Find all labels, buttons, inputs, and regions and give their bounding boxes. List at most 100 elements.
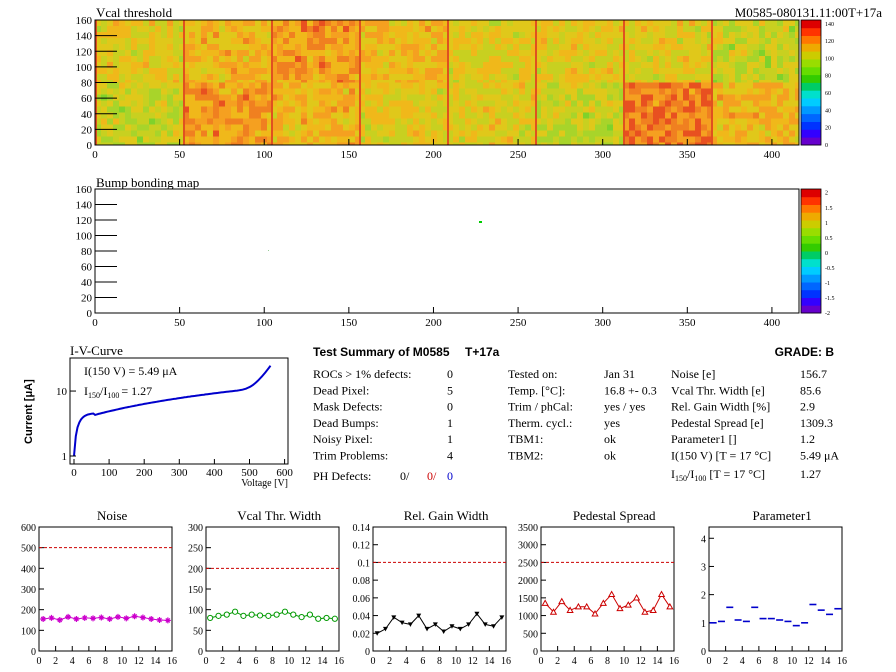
heatmap-cell: [683, 106, 689, 113]
heatmap-cell: [267, 26, 271, 32]
heatmap-cell: [377, 56, 383, 62]
heatmap-cell: [337, 44, 343, 50]
heatmap-cell: [459, 94, 465, 101]
heatmap-cell: [167, 112, 173, 119]
heatmap-cell: [735, 50, 741, 56]
heatmap-cell: [101, 68, 107, 74]
heatmap-cell: [319, 94, 325, 101]
heatmap-cell: [431, 56, 437, 62]
heatmap-cell: [465, 80, 471, 83]
heatmap-cell: [717, 26, 723, 32]
heatmap-cell: [525, 80, 531, 83]
heatmap-cell: [325, 94, 331, 101]
heatmap-cell: [635, 32, 641, 38]
heatmap-cell: [583, 112, 589, 119]
heatmap-cell: [425, 50, 431, 56]
heatmap-cell: [365, 38, 371, 44]
heatmap-cell: [595, 62, 601, 68]
heatmap-cell: [535, 32, 541, 38]
heatmap-cell: [161, 62, 167, 68]
heatmap-cell: [237, 142, 243, 145]
heatmap-cell: [413, 50, 419, 56]
heatmap-cell: [683, 32, 689, 38]
scale-band: [801, 274, 821, 283]
roc-x-tick-label: 0: [204, 656, 209, 667]
data-point: [424, 626, 430, 632]
heatmap-cell: [183, 32, 189, 38]
heatmap-cell: [765, 142, 771, 145]
heatmap-cell: [377, 118, 383, 125]
heatmap-cell: [149, 124, 155, 131]
heatmap-cell: [189, 56, 195, 62]
heatmap-cell: [717, 82, 723, 89]
heatmap-cell: [559, 142, 565, 145]
heatmap-cell: [249, 44, 255, 50]
heatmap-cell: [125, 88, 131, 95]
heatmap-cell: [431, 68, 437, 74]
heatmap-cell: [459, 142, 465, 145]
heatmap-cell: [477, 26, 483, 32]
heatmap-cell: [635, 20, 641, 26]
iv-curve-title: I-V-Curve: [70, 343, 123, 358]
heatmap-cell: [695, 68, 701, 74]
heatmap-cell: [301, 106, 307, 113]
heatmap-cell: [277, 68, 283, 74]
heatmap-cell: [741, 130, 747, 137]
heatmap-cell: [189, 32, 195, 38]
heatmap-cell: [729, 142, 735, 145]
heatmap-cell: [395, 50, 401, 56]
heatmap-cell: [125, 130, 131, 137]
heatmap-cell: [753, 88, 759, 95]
heatmap-cell: [201, 130, 207, 137]
heatmap-cell: [501, 118, 507, 125]
heatmap-cell: [795, 100, 799, 107]
heatmap-cell: [95, 106, 101, 113]
heatmap-cell: [107, 74, 113, 80]
heatmap-cell: [143, 38, 149, 44]
heatmap-cell: [477, 136, 483, 143]
heatmap-cell: [425, 80, 431, 83]
heatmap-cell: [155, 106, 161, 113]
heatmap-cell: [255, 62, 261, 68]
heatmap-cell: [447, 136, 453, 143]
heatmap-cell: [613, 26, 619, 32]
heatmap-cell: [249, 94, 255, 101]
roc-x-tick-label: 6: [420, 656, 425, 667]
heatmap-cell: [707, 32, 711, 38]
heatmap-cell: [395, 118, 401, 125]
roc-x-tick-label: 0: [707, 656, 712, 667]
heatmap-cell: [389, 94, 395, 101]
heatmap-cell: [119, 88, 125, 95]
heatmap-cell: [447, 56, 453, 62]
heatmap-cell: [695, 38, 701, 44]
heatmap-cell: [483, 26, 489, 32]
heatmap-cell: [349, 62, 355, 68]
heatmap-cell: [95, 26, 101, 32]
heatmap-cell: [513, 20, 519, 26]
heatmap-cell: [565, 130, 571, 137]
heatmap-cell: [207, 74, 213, 80]
heatmap-cell: [437, 82, 443, 89]
heatmap-cell: [319, 88, 325, 95]
defect-label: Trim Problems:: [313, 449, 388, 463]
y-tick-label: 140: [76, 31, 93, 43]
heatmap-cell: [155, 56, 161, 62]
heatmap-cell: [249, 124, 255, 131]
scale-band: [801, 235, 821, 244]
heatmap-cell: [307, 106, 313, 113]
heatmap-cell: [125, 50, 131, 56]
heatmap-cell: [443, 136, 447, 143]
heatmap-cell: [213, 26, 219, 32]
heatmap-cell: [613, 68, 619, 74]
heatmap-cell: [365, 94, 371, 101]
heatmap-cell: [389, 26, 395, 32]
heatmap-cell: [653, 130, 659, 137]
heatmap-cell: [131, 74, 137, 80]
heatmap-cell: [647, 100, 653, 107]
heatmap-cell: [113, 112, 119, 119]
heatmap-cell: [623, 94, 629, 101]
heatmap-cell: [201, 38, 207, 44]
heatmap-cell: [629, 68, 635, 74]
heatmap-cell: [413, 74, 419, 80]
heatmap-cell: [195, 50, 201, 56]
